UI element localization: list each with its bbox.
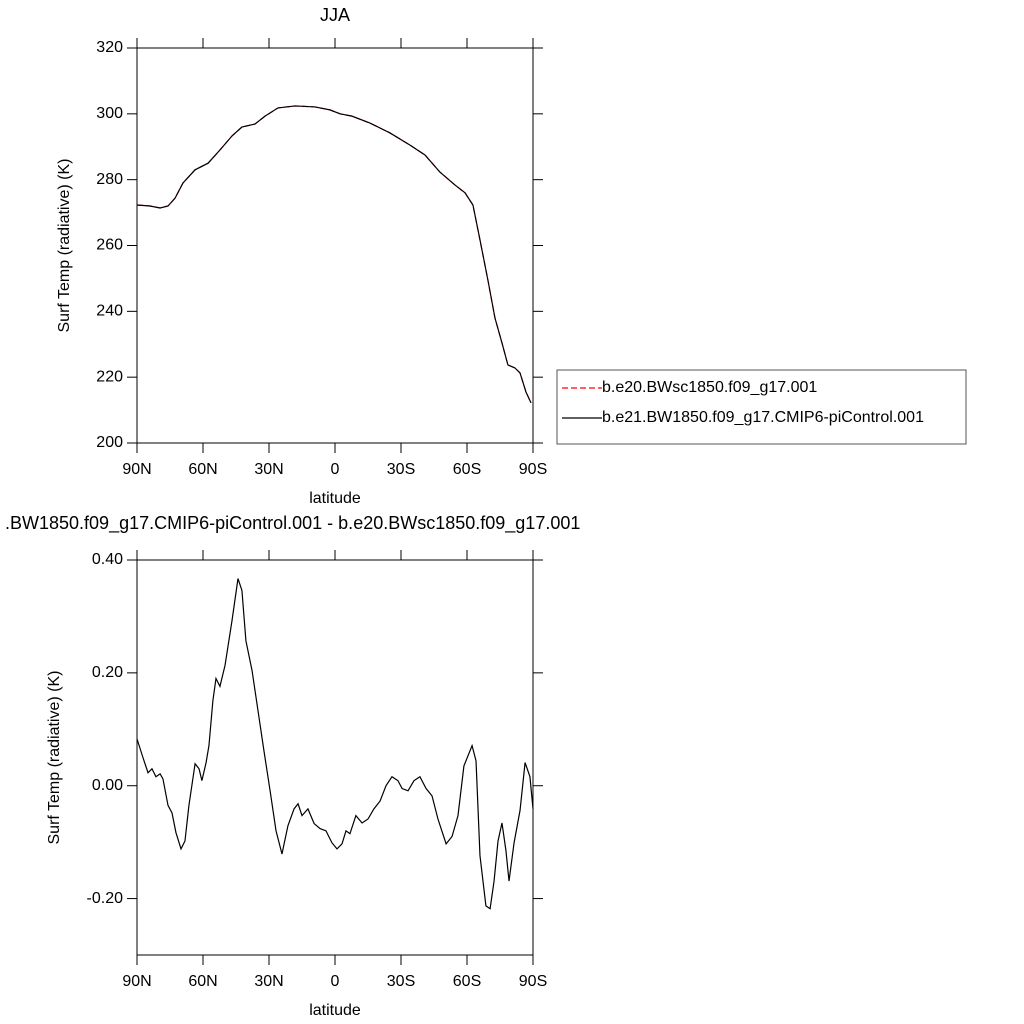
y-axis-label: Surf Temp (radiative) (K) [56, 159, 73, 333]
x-tick-label: 30N [254, 973, 283, 990]
x-tick-label: 90N [122, 461, 151, 478]
x-tick-label: 90S [519, 973, 547, 990]
y-tick-label: 280 [96, 171, 123, 188]
y-tick-label: 200 [96, 434, 123, 451]
x-tick-label: 60S [453, 973, 481, 990]
y-tick-label: 220 [96, 368, 123, 385]
y-tick-label: 0.40 [92, 551, 123, 568]
x-tick-label: 0 [331, 973, 340, 990]
data-line [136, 105, 532, 404]
x-tick-label: 30S [387, 973, 415, 990]
x-axis-label: latitude [309, 490, 361, 507]
y-tick-label: 0.20 [92, 664, 123, 681]
chart-title: .BW1850.f09_g17.CMIP6-piControl.001 - b.… [5, 513, 580, 534]
legend-frame [556, 369, 967, 445]
x-tick-label: 60N [188, 461, 217, 478]
legend-label: b.e21.BW1850.f09_g17.CMIP6-piControl.001 [602, 409, 924, 426]
x-tick-label: 90N [122, 973, 151, 990]
x-axis-label: latitude [309, 1002, 361, 1019]
y-tick-label: 240 [96, 303, 123, 320]
data-line [136, 578, 534, 910]
x-tick-label: 30S [387, 461, 415, 478]
y-tick-label: 300 [96, 105, 123, 122]
y-tick-label: 320 [96, 39, 123, 56]
x-tick-label: 60S [453, 461, 481, 478]
chart-title: JJA [320, 5, 350, 25]
x-tick-label: 0 [331, 461, 340, 478]
x-tick-label: 90S [519, 461, 547, 478]
y-tick-label: 0.00 [92, 777, 123, 794]
y-axis-label: Surf Temp (radiative) (K) [46, 671, 63, 845]
data-line [136, 105, 532, 404]
legend: b.e20.BWsc1850.f09_g17.001 b.e21.BW1850.f… [556, 369, 967, 445]
x-tick-label: 60N [188, 973, 217, 990]
y-tick-label: 260 [96, 237, 123, 254]
x-tick-label: 30N [254, 461, 283, 478]
legend-label: b.e20.BWsc1850.f09_g17.001 [602, 379, 817, 396]
plot-frame [136, 47, 534, 444]
y-tick-label: -0.20 [87, 890, 124, 907]
plot-frame [136, 559, 534, 956]
